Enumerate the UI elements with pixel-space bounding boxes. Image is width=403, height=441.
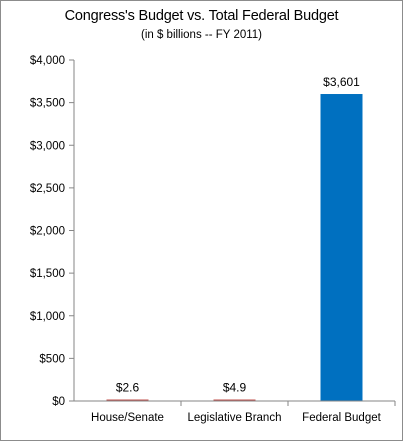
x-axis-labels: House/Senate Legislative Branch Federal Bu… <box>91 401 396 424</box>
y-tick-label: $500 <box>39 353 65 365</box>
x-category-label: House/Senate <box>91 412 164 424</box>
data-label-2: $3,601 <box>323 75 360 89</box>
chart-title: Congress's Budget vs. Total Federal Budg… <box>64 8 339 24</box>
data-label-1: $4.9 <box>223 381 247 395</box>
y-tick-label: $0 <box>52 396 65 408</box>
x-category-label: Federal Budget <box>302 412 381 424</box>
y-axis-ticks: $0 $500 $1,000 $1,500 $2,000 $2,500 $3,000 $3,5… <box>30 55 74 408</box>
bar-0 <box>106 399 149 401</box>
data-labels: $2.6 $4.9 $3,601 <box>116 75 360 394</box>
chart-subtitle: (in $ billions -- FY 2011) <box>140 29 262 41</box>
y-tick-label: $4,000 <box>30 55 65 67</box>
y-tick-label: $3,500 <box>30 98 65 110</box>
bar-2 <box>320 94 363 402</box>
x-category-label: Legislative Branch <box>188 412 282 424</box>
y-tick-label: $1,000 <box>30 311 65 323</box>
bars <box>106 94 363 402</box>
y-tick-label: $2,500 <box>30 183 65 195</box>
y-tick-label: $1,500 <box>30 268 65 280</box>
bar-1 <box>213 399 256 401</box>
y-tick-label: $2,000 <box>30 226 65 238</box>
data-label-0: $2.6 <box>116 381 140 395</box>
y-tick-label: $3,000 <box>30 140 65 152</box>
